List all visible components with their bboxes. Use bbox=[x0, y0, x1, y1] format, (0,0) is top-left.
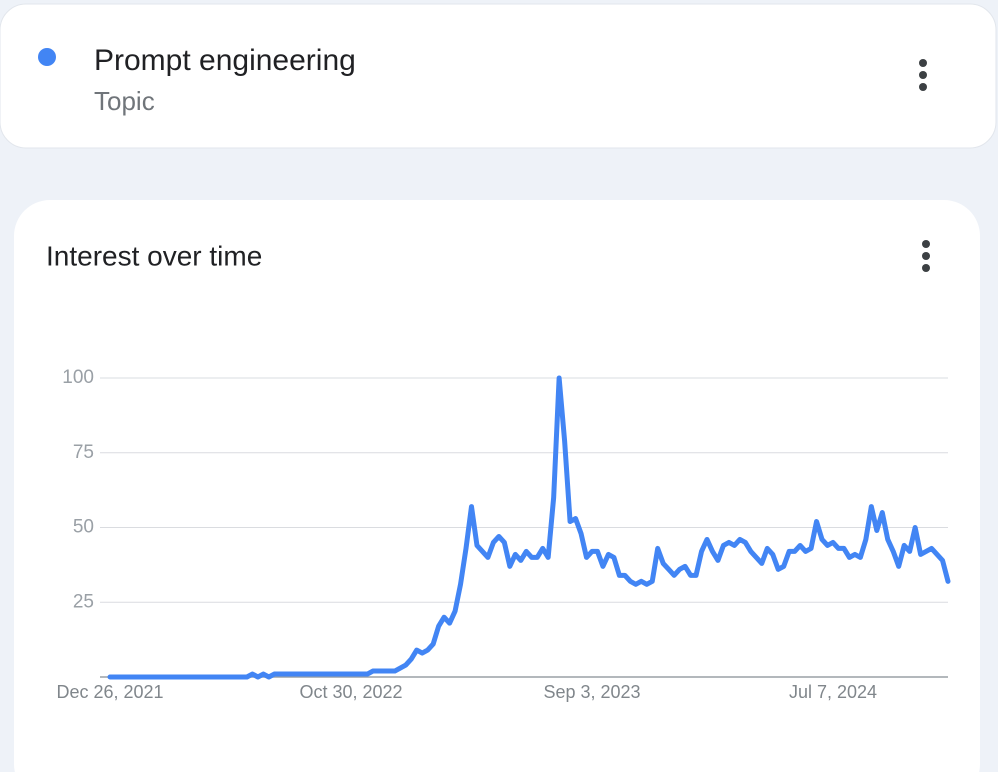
x-tick-label: Sep 3, 2023 bbox=[543, 682, 640, 702]
plot: 25 50 75 100 Dec 26, 2021 Oct 30, 2022 Sep 3, … bbox=[56, 367, 951, 702]
y-tick-label: 75 bbox=[73, 442, 94, 463]
y-tick-label: 50 bbox=[73, 517, 94, 538]
chart-menu[interactable] bbox=[922, 240, 930, 272]
chart-title: Interest over time bbox=[46, 240, 262, 271]
term-card bbox=[0, 3, 997, 149]
trend-line bbox=[107, 375, 951, 680]
term-dot bbox=[38, 48, 56, 66]
x-tick-label: Dec 26, 2021 bbox=[56, 682, 163, 702]
term-subtitle: Topic bbox=[94, 86, 155, 116]
y-tick-label: 25 bbox=[73, 591, 94, 612]
x-tick-label: Jul 7, 2024 bbox=[789, 682, 877, 702]
y-tick-label: 100 bbox=[62, 367, 94, 388]
chart-card bbox=[14, 200, 980, 772]
x-tick-label: Oct 30, 2022 bbox=[299, 682, 402, 702]
term-menu[interactable] bbox=[919, 59, 927, 91]
term-title: Prompt engineering bbox=[94, 44, 356, 77]
